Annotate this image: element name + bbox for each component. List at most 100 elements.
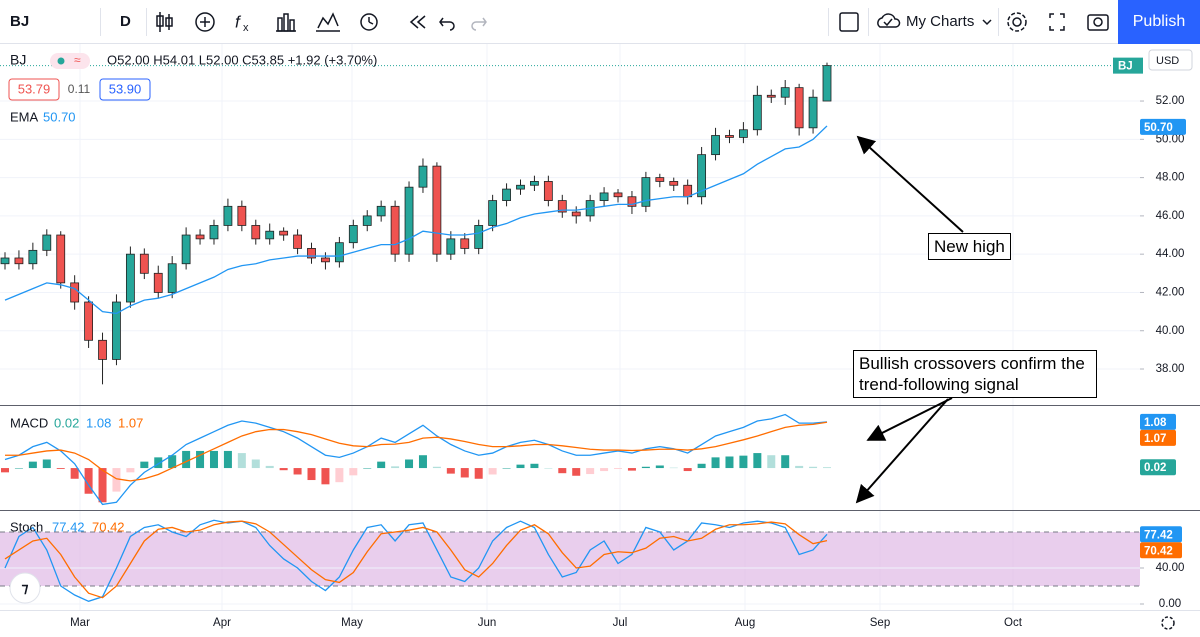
candle-body	[56, 234, 66, 284]
templates-icon[interactable]	[276, 13, 296, 32]
candle-body	[613, 192, 623, 198]
x-tick-label: May	[341, 617, 363, 629]
candle-body	[808, 96, 818, 129]
histogram-bar	[474, 468, 483, 479]
interval-button[interactable]: D	[120, 13, 131, 30]
settings-icon[interactable]	[1007, 12, 1027, 32]
candle-body	[125, 253, 135, 303]
candle-body	[98, 339, 107, 360]
candle-body	[822, 65, 832, 102]
macd-line	[4, 413, 828, 506]
histogram-bar	[265, 465, 274, 469]
layout-icon[interactable]	[835, 0, 865, 44]
y-tick-label: 38.00	[1156, 363, 1185, 375]
y-tick-label: 46.00	[1156, 210, 1185, 222]
undo-icon[interactable]	[439, 17, 455, 31]
histogram-bar	[42, 459, 51, 469]
legend-name: Stoch	[10, 519, 43, 534]
status-icon: ≈	[74, 53, 81, 67]
x-tick-label: Oct	[1004, 617, 1023, 629]
histogram-bar	[753, 453, 762, 469]
histogram-bar	[182, 450, 191, 469]
axis-settings-icon[interactable]	[1161, 616, 1175, 630]
ema-line	[4, 125, 828, 315]
legend-value: 1.08	[86, 415, 111, 430]
histogram-bar	[140, 461, 149, 469]
symbol-button[interactable]: BJ	[10, 13, 30, 30]
dropdown-icon[interactable]	[978, 0, 998, 44]
price-tag	[1140, 413, 1176, 430]
candle-body	[599, 192, 609, 201]
redo-icon[interactable]	[471, 17, 487, 31]
histogram-bar	[14, 468, 23, 469]
x-tick-label: Mar	[70, 617, 90, 629]
my-charts-button[interactable]: My Charts	[906, 13, 975, 30]
candle-body	[502, 188, 511, 201]
alert-icon[interactable]	[360, 13, 378, 31]
histogram-bar	[335, 468, 344, 483]
tv-logo: ⁊	[9, 572, 41, 604]
histogram-bar	[711, 457, 720, 469]
candle-body	[251, 225, 261, 240]
stoch-band	[0, 531, 1140, 586]
histogram-bar	[98, 468, 107, 503]
y-tick-label: 44.00	[1156, 248, 1185, 260]
legend-symbol: BJ	[10, 52, 26, 68]
add-icon[interactable]	[195, 12, 215, 32]
histogram-bar	[600, 468, 609, 472]
candle-body	[530, 181, 539, 186]
histogram-bar	[251, 459, 260, 469]
x-tick-label: Jul	[613, 617, 628, 629]
price-tag-label: 1.08	[1144, 417, 1167, 429]
histogram-bar	[795, 465, 804, 469]
candle-body	[516, 184, 525, 190]
price-tag-label: 1.07	[1144, 433, 1166, 445]
histogram-bar	[460, 468, 469, 478]
histogram-bar	[823, 467, 831, 469]
histogram-bar	[641, 466, 650, 469]
y-tick-label: 48.00	[1156, 172, 1185, 184]
histogram-bar	[572, 468, 581, 476]
histogram-bar	[586, 468, 595, 475]
chart-type-icon[interactable]	[156, 12, 173, 32]
histogram-bar	[196, 450, 205, 469]
y-tick-label: 42.00	[1156, 286, 1185, 298]
fullscreen-icon[interactable]	[1049, 13, 1065, 31]
compare-icon[interactable]	[316, 12, 340, 32]
histogram-bar	[739, 455, 748, 469]
candle-body	[237, 205, 247, 226]
legend-value: 77.42	[52, 519, 85, 534]
candle-body	[167, 263, 177, 293]
legend-name: EMA	[10, 109, 39, 124]
candle-body	[627, 196, 637, 207]
candle-body	[139, 253, 149, 274]
annotation: Bullish crossovers confirm the trend-fol…	[853, 350, 1097, 398]
candle-body	[223, 205, 233, 226]
x-tick-label: Jun	[478, 617, 497, 629]
candle-body	[711, 135, 720, 156]
currency-button[interactable]: USD	[1156, 55, 1179, 67]
histogram-bar	[725, 456, 734, 469]
svg-text:⁊: ⁊	[22, 580, 29, 596]
candle-body	[739, 129, 748, 138]
candle-body	[697, 154, 707, 198]
histogram-bar	[84, 468, 93, 494]
candle-body	[543, 181, 553, 201]
candle-body	[376, 205, 386, 217]
candle-body	[334, 242, 344, 263]
histogram-bar	[70, 468, 79, 479]
price-tag	[1140, 118, 1186, 135]
candle-body	[279, 230, 289, 236]
snapshot-icon[interactable]	[1087, 14, 1109, 31]
replay-icon[interactable]	[409, 15, 426, 29]
x-tick-label: Apr	[213, 617, 231, 629]
histogram-bar	[627, 468, 636, 471]
histogram-bar	[126, 468, 135, 473]
publish-button[interactable]: Publish	[1118, 0, 1200, 44]
histogram-bar	[405, 459, 414, 469]
histogram-bar	[112, 468, 121, 492]
svg-text:x: x	[243, 22, 249, 34]
status-pill	[50, 53, 90, 69]
